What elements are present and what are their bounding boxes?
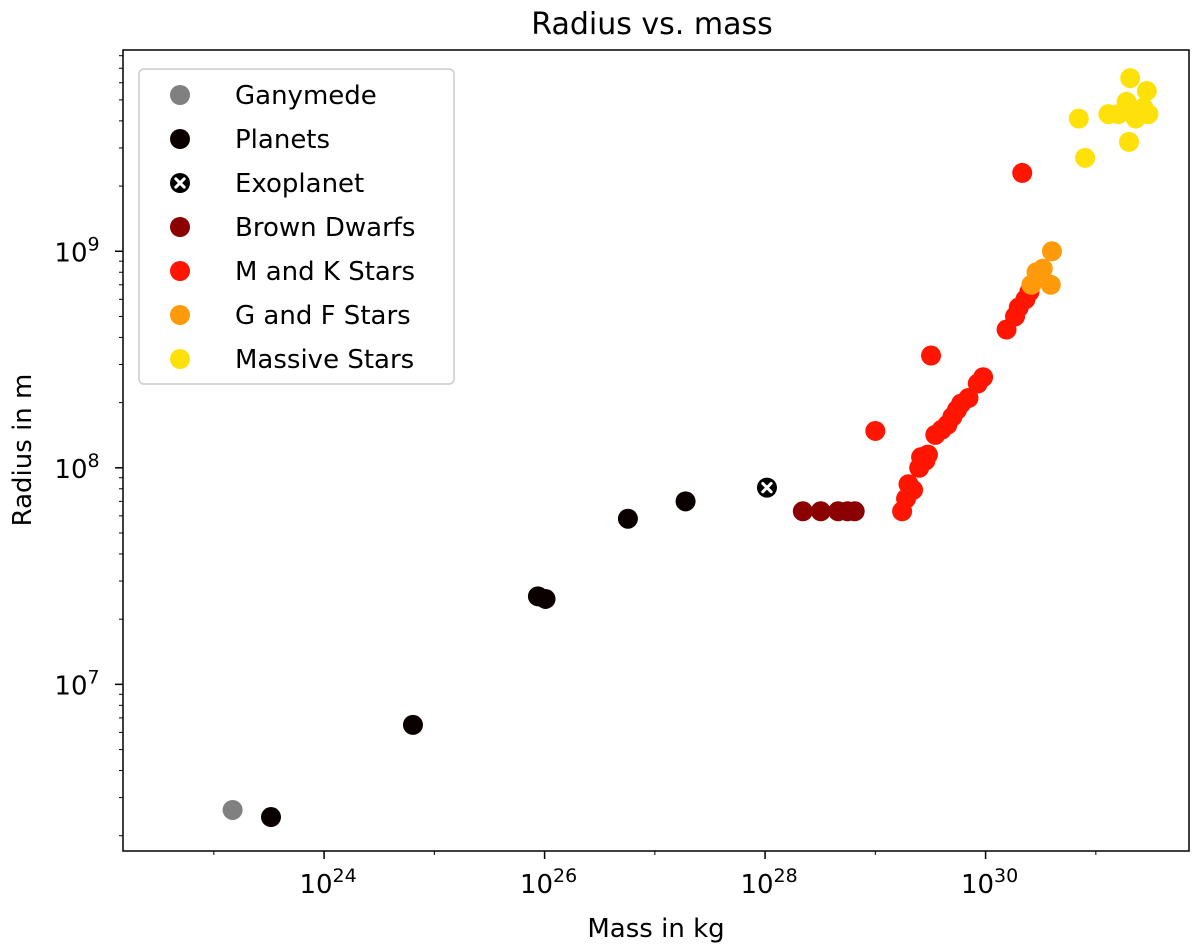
exoplanet-marker-cross xyxy=(174,177,186,189)
legend-item-m-and-k-stars: M and K Stars xyxy=(170,257,415,287)
x-tick-label: 1026 xyxy=(520,865,577,900)
legend-item-exoplanet: Exoplanet xyxy=(170,169,364,199)
m-and-k-stars-point xyxy=(921,345,942,366)
legend-item-massive-stars: Massive Stars xyxy=(170,345,414,375)
exoplanet-point xyxy=(756,477,777,498)
g-and-f-stars-point xyxy=(1041,241,1062,262)
m-and-k-stars-point xyxy=(917,444,938,465)
legend-item-g-and-f-stars: G and F Stars xyxy=(170,301,411,331)
m-and-k-stars-point xyxy=(973,367,994,388)
brown-dwarfs-point xyxy=(810,501,831,522)
y-tick-label: 107 xyxy=(54,666,99,701)
x-tick-label: 1028 xyxy=(740,865,797,900)
m-and-k-stars-point xyxy=(903,479,924,500)
legend-label-brown-dwarfs: Brown Dwarfs xyxy=(235,213,415,243)
x-tick-label: 1024 xyxy=(299,865,356,900)
m-and-k-stars-point xyxy=(958,388,979,409)
planets-point xyxy=(535,588,556,609)
legend-box xyxy=(138,68,455,385)
legend-label-massive-stars: Massive Stars xyxy=(235,345,414,375)
y-axis-label: Radius in m xyxy=(8,374,38,527)
massive-stars-point xyxy=(1138,104,1159,125)
planets-point xyxy=(261,807,282,828)
x-axis-label: Mass in kg xyxy=(587,914,724,944)
massive-stars-point xyxy=(1116,91,1137,112)
legend-item-brown-dwarfs: Brown Dwarfs xyxy=(170,213,415,243)
legend-label-planets: Planets xyxy=(235,125,330,155)
legend-marker-exoplanet xyxy=(170,173,190,193)
legend-marker-m-and-k-stars xyxy=(170,261,190,281)
legend: Ganymede Planets Exoplanet Brown Dwarfs M an… xyxy=(138,68,455,385)
legend-marker-planets xyxy=(170,129,190,149)
legend-marker-g-and-f-stars xyxy=(170,305,190,325)
massive-stars-point xyxy=(1120,68,1141,89)
chart-title: Radius vs. mass xyxy=(531,7,772,42)
brown-dwarfs-point xyxy=(792,501,813,522)
legend-label-g-and-f-stars: G and F Stars xyxy=(235,301,411,331)
axis-ticks: 1024 1026 1028 1030 107 108 109 xyxy=(54,55,1097,900)
m-and-k-stars-point xyxy=(1012,162,1033,183)
ganymede-point xyxy=(222,799,243,820)
planets-point xyxy=(402,714,423,735)
legend-marker-brown-dwarfs xyxy=(170,217,190,237)
y-tick-label: 108 xyxy=(54,450,99,485)
y-tick-label: 109 xyxy=(54,233,99,268)
axes-frame xyxy=(122,49,1190,852)
massive-stars-point xyxy=(1119,131,1140,152)
x-tick-label: 1030 xyxy=(961,865,1018,900)
legend-label-ganymede: Ganymede xyxy=(235,81,377,111)
exoplanet-marker-cross xyxy=(761,481,773,494)
series-g-and-f-stars xyxy=(1021,241,1062,295)
brown-dwarfs-point xyxy=(844,501,865,522)
legend-marker-ganymede xyxy=(170,85,190,105)
legend-item-ganymede: Ganymede xyxy=(170,81,377,111)
legend-item-planets: Planets xyxy=(170,125,330,155)
massive-stars-point xyxy=(1136,80,1157,101)
massive-stars-point xyxy=(1068,108,1089,129)
g-and-f-stars-point xyxy=(1032,258,1053,279)
legend-marker-massive-stars xyxy=(170,349,190,369)
legend-label-exoplanet: Exoplanet xyxy=(235,169,364,199)
series-m-and-k-stars xyxy=(865,162,1040,522)
planets-point xyxy=(617,508,638,529)
series-massive-stars xyxy=(1068,68,1159,168)
series-exoplanet xyxy=(756,477,777,498)
g-and-f-stars-point xyxy=(1040,274,1061,295)
plot-area xyxy=(222,68,1159,828)
legend-label-m-and-k-stars: M and K Stars xyxy=(235,257,415,287)
planets-point xyxy=(675,491,696,512)
series-planets xyxy=(261,491,696,828)
series-brown-dwarfs xyxy=(792,501,865,522)
series-ganymede xyxy=(222,799,243,820)
m-and-k-stars-point xyxy=(865,420,886,441)
massive-stars-point xyxy=(1075,147,1096,168)
